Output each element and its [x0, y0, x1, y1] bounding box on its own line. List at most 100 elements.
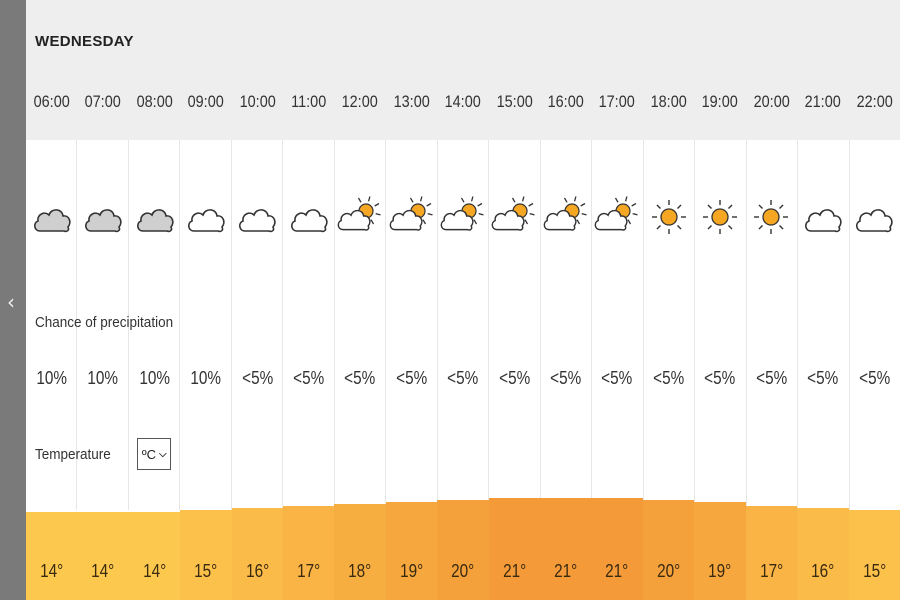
hour-label: 13:00 [393, 92, 430, 111]
chevron-down-icon: ⌵ [158, 448, 167, 460]
temperature-value: 19° [708, 561, 732, 581]
hour-label: 12:00 [342, 92, 379, 111]
hour-label: 15:00 [496, 92, 533, 111]
temperature-cell: 21° [488, 490, 541, 600]
hour-row: 06:00 07:00 08:00 09:00 10:00 11:00 12:00 13:00… [26, 78, 900, 126]
hour-column [77, 140, 129, 510]
temperature-value: 14° [40, 561, 64, 581]
hour-column [180, 140, 232, 510]
hour-label: 22:00 [856, 92, 893, 111]
precipitation-row: 10% 10% 10% 10% <5% <5% <5% <5% <5% <5% <5% <5% <5% <… [26, 358, 900, 398]
temperature-cell: 19° [385, 490, 438, 600]
hour-column [489, 140, 541, 510]
chevron-left-icon: ‹ [7, 290, 15, 314]
temperature-value: 17° [759, 561, 783, 581]
temperature-cell: 18° [334, 490, 386, 600]
temperature-label: Temperature [35, 445, 111, 463]
hour-column [747, 140, 799, 510]
precipitation-value: 10% [87, 368, 119, 388]
precipitation-label: Chance of precipitation [35, 314, 174, 331]
cloudy-gray-icon [129, 182, 180, 252]
precipitation-value: <5% [293, 368, 325, 388]
hour-column [232, 140, 284, 510]
sun-icon [643, 182, 694, 252]
cloudy-gray-icon [77, 182, 128, 252]
hour-column [541, 140, 593, 510]
hour-column [695, 140, 747, 510]
temperature-header: Temperature ºC ⌵ [35, 438, 172, 470]
temperature-value: 17° [297, 561, 321, 581]
temperature-bar [642, 500, 695, 600]
temperature-bar [745, 506, 798, 600]
precipitation-value: 10% [36, 368, 68, 388]
hour-column [592, 140, 644, 510]
sun-behind-cloud-icon [386, 182, 437, 252]
temperature-cell: 15° [848, 490, 900, 600]
column-dividers [26, 140, 900, 510]
cloud-icon [232, 182, 283, 252]
temperature-unit-value: ºC [141, 446, 156, 462]
precipitation-value: <5% [807, 368, 839, 388]
hour-label: 18:00 [650, 92, 687, 111]
temperature-value: 18° [348, 561, 372, 581]
sun-behind-cloud-icon [334, 182, 385, 252]
temperature-value: 16° [811, 561, 835, 581]
temperature-cell: 20° [642, 490, 695, 600]
temperature-value: 20° [451, 561, 475, 581]
temperature-value: 19° [399, 561, 424, 581]
temperature-value: 21° [605, 561, 629, 581]
previous-day-button[interactable]: ‹ [0, 0, 26, 600]
temperature-bar [540, 498, 592, 600]
hour-column [26, 140, 78, 510]
hour-column [283, 140, 335, 510]
sun-behind-cloud-icon [489, 182, 540, 252]
temperature-bar [180, 510, 232, 600]
temperature-value: 16° [245, 561, 269, 581]
temperature-bar [77, 512, 129, 600]
cloudy-gray-icon [26, 182, 77, 252]
header-band [26, 0, 900, 140]
temperature-cell: 20° [437, 490, 489, 600]
temperature-bar [283, 506, 335, 600]
temperature-cell: 15° [180, 490, 232, 600]
hour-label: 07:00 [85, 92, 122, 111]
cloud-icon [180, 182, 231, 252]
hour-column [438, 140, 490, 510]
temperature-row: 14° 14° 14° 15° 16° 17° 18° 19° 20° 21° 21° 21° 20° 1… [26, 490, 900, 600]
temperature-bar [26, 512, 78, 600]
hour-label: 09:00 [187, 92, 224, 111]
precipitation-value: <5% [241, 368, 273, 388]
precipitation-value: <5% [550, 368, 582, 388]
sun-icon [694, 182, 745, 252]
temperature-bar [848, 510, 900, 600]
temperature-bar [694, 502, 746, 600]
temperature-cell: 14° [128, 490, 181, 600]
sun-behind-cloud-icon [540, 182, 591, 252]
cloud-icon [797, 182, 848, 252]
temperature-cell: 19° [694, 490, 746, 600]
temperature-cell: 14° [26, 490, 78, 600]
cloud-icon [849, 182, 900, 252]
temperature-bar [334, 504, 386, 600]
precipitation-value: <5% [858, 368, 890, 388]
sun-behind-cloud-icon [437, 182, 488, 252]
weather-icon-row [26, 182, 900, 252]
precipitation-value: <5% [601, 368, 633, 388]
precipitation-value: 10% [190, 368, 222, 388]
hour-column [644, 140, 696, 510]
temperature-value: 15° [862, 561, 886, 581]
temperature-unit-select[interactable]: ºC ⌵ [137, 438, 172, 470]
temperature-bar [231, 508, 284, 600]
hour-label: 14:00 [444, 92, 482, 111]
temperature-cell: 21° [591, 490, 643, 600]
temperature-value: 15° [194, 561, 218, 581]
hour-label: 10:00 [239, 92, 276, 111]
hour-label: 17:00 [599, 92, 636, 111]
hour-column [386, 140, 438, 510]
precipitation-value: 10% [139, 368, 170, 388]
hourly-forecast-panel: WEDNESDAY 06:00 07:00 08:00 09:00 10:00 11:00… [26, 0, 900, 600]
temperature-value: 20° [656, 561, 681, 581]
precipitation-value: <5% [704, 368, 736, 388]
hour-label: 21:00 [804, 92, 841, 111]
hour-column [335, 140, 387, 510]
